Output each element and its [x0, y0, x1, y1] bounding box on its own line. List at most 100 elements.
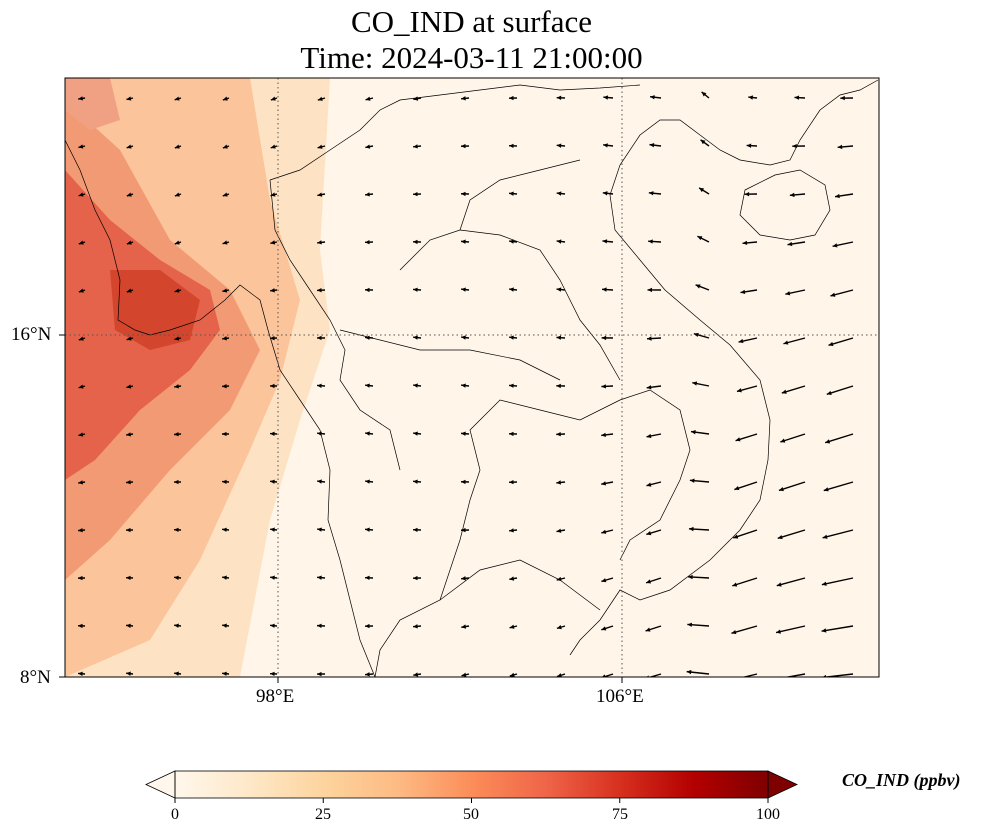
wind-vector-head: [689, 478, 695, 483]
wind-vector-head: [731, 629, 737, 635]
wind-vector-head: [733, 534, 739, 539]
wind-vector-head: [78, 575, 83, 581]
wind-vector-head: [174, 479, 179, 485]
wind-vector-head: [317, 431, 322, 436]
wind-vector-head: [222, 527, 227, 532]
wind-vector: [826, 385, 854, 395]
wind-vector: [778, 481, 806, 492]
gridlines: [65, 78, 879, 677]
wind-vector-head: [413, 575, 418, 581]
wind-vector-head: [461, 624, 467, 629]
axis-ticks: [59, 334, 623, 683]
wind-vector-head: [365, 383, 370, 388]
wind-vector-head: [413, 383, 418, 388]
wind-vector-head: [778, 486, 784, 492]
wind-vector-head: [687, 622, 692, 627]
wind-vector-head: [509, 191, 514, 196]
wind-vector-head: [649, 142, 655, 148]
wind-vector-head: [646, 433, 652, 439]
wind-vector-head: [645, 627, 651, 632]
map-panel: [65, 78, 879, 677]
wind-vector-head: [413, 479, 418, 484]
wind-vector-head: [78, 384, 84, 389]
wind-vector-head: [789, 192, 795, 198]
wind-vector-head: [365, 527, 370, 532]
wind-vector-head: [686, 669, 692, 675]
wind-vector-head: [840, 95, 845, 101]
wind-vector-head: [736, 388, 742, 393]
wind-vector-head: [413, 239, 418, 245]
wind-vector-head: [270, 575, 275, 580]
wind-vector-head: [270, 383, 275, 389]
wind-vector-head: [78, 623, 83, 629]
wind-vector-head: [222, 96, 228, 101]
wind-vector: [824, 433, 854, 444]
wind-vector-head: [700, 139, 706, 145]
wind-vector-head: [822, 534, 828, 539]
wind-vector-head: [792, 143, 797, 149]
colorbar-tick-100: 100: [756, 806, 780, 823]
wind-vector-head: [222, 671, 227, 676]
wind-vector: [648, 673, 662, 677]
wind-vector-head: [174, 240, 180, 245]
wind-vector-head: [780, 438, 786, 443]
wind-vector-head: [646, 482, 652, 487]
wind-vector-head: [822, 674, 827, 677]
wind-vector-head: [509, 143, 514, 149]
wind-vector: [775, 625, 806, 634]
wind-vector-head: [222, 383, 227, 389]
wind-vector-head: [413, 672, 419, 677]
wind-vector-head: [365, 239, 370, 245]
wind-vector-head: [781, 389, 787, 394]
wind-vector-head: [732, 582, 738, 587]
wind-vector-head: [270, 527, 275, 532]
wind-vector: [823, 481, 854, 492]
wind-vector-head: [701, 91, 707, 97]
wind-vector-head: [602, 191, 608, 196]
wind-vector-head: [126, 671, 131, 676]
wind-vector: [822, 529, 854, 539]
map-title: CO_IND at surface: [350, 4, 593, 39]
wind-vector-head: [556, 95, 562, 101]
wind-vector-head: [126, 336, 132, 341]
wind-vector-head: [365, 672, 370, 677]
wind-vector-head: [777, 534, 783, 540]
wind-vector-head: [174, 384, 179, 389]
wind-vector-head: [317, 575, 322, 580]
wind-vector-head: [688, 574, 693, 580]
wind-vector-head: [647, 336, 652, 341]
wind-vector-head: [78, 671, 83, 676]
wind-vector-head: [461, 479, 466, 485]
wind-vector-head: [826, 390, 832, 395]
wind-vector-head: [365, 623, 370, 629]
wind-vector-head: [126, 192, 132, 197]
wind-vector-head: [174, 575, 179, 580]
wind-vector-head: [413, 431, 418, 436]
wind-vector-head: [174, 432, 179, 437]
wind-vector-head: [174, 623, 179, 628]
wind-vector-head: [830, 292, 836, 297]
wind-vector: [821, 577, 854, 586]
wind-vector-head: [126, 575, 131, 581]
wind-vector-head: [365, 431, 370, 436]
wind-vector-head: [794, 95, 800, 100]
wind-vector-head: [601, 626, 607, 631]
wind-vector: [741, 673, 758, 677]
wind-vector-head: [222, 336, 227, 341]
wind-vector-head: [646, 385, 652, 390]
wind-vector-head: [556, 239, 562, 244]
wind-vector-head: [222, 623, 227, 628]
wind-vector-head: [78, 528, 83, 533]
wind-vector-head: [365, 144, 371, 149]
wind-vector-head: [461, 143, 466, 149]
wind-vector-head: [78, 336, 84, 341]
wind-vector-head: [603, 143, 608, 148]
wind-vector-head: [126, 432, 131, 437]
wind-vector-head: [740, 289, 746, 295]
lat-label-16n: 16°N: [11, 324, 52, 345]
wind-vector-head: [828, 341, 834, 347]
colorbar-extend-low: [145, 770, 176, 799]
wind-vector-head: [461, 335, 466, 340]
map-subtitle-time: Time: 2024-03-11 21:00:00: [300, 40, 643, 75]
